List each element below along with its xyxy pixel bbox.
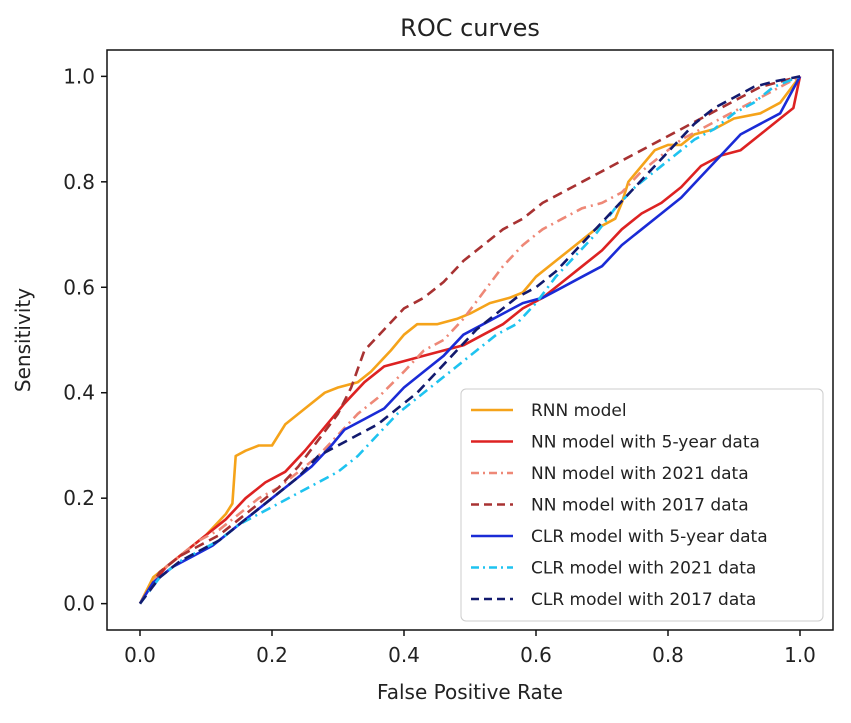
legend-box bbox=[460, 388, 824, 622]
y-tick-label: 1.0 bbox=[63, 64, 95, 88]
series-line-3 bbox=[138, 75, 801, 605]
series-line-2 bbox=[138, 75, 801, 605]
legend-label-3: NN model with 2017 data bbox=[531, 496, 749, 516]
x-tick-label: 0.6 bbox=[520, 643, 552, 667]
x-tick-label: 0.4 bbox=[388, 643, 420, 667]
x-tick-label: 1.0 bbox=[784, 643, 816, 667]
legend-label-0: RNN model bbox=[531, 401, 627, 421]
y-axis: 0.0 0.2 0.4 0.6 0.8 1.0 bbox=[63, 64, 107, 616]
series-line-5 bbox=[138, 75, 801, 605]
y-tick-label: 0.6 bbox=[63, 275, 95, 299]
y-tick-label: 0.0 bbox=[63, 592, 95, 616]
chart-title: ROC curves bbox=[400, 14, 540, 42]
x-tick-label: 0.2 bbox=[256, 643, 288, 667]
plot-frame bbox=[106, 49, 834, 631]
legend-label-5: CLR model with 2021 data bbox=[531, 559, 756, 579]
y-axis-label: Sensitivity bbox=[11, 288, 35, 392]
plot-lines bbox=[138, 75, 802, 605]
x-tick-label: 0.0 bbox=[124, 643, 156, 667]
y-tick-label: 0.4 bbox=[63, 381, 95, 405]
x-axis-label: False Positive Rate bbox=[377, 680, 563, 704]
x-tick-label: 0.8 bbox=[652, 643, 684, 667]
legend-label-2: NN model with 2021 data bbox=[531, 464, 749, 484]
series-line-0 bbox=[138, 75, 802, 605]
y-tick-label: 0.2 bbox=[63, 486, 95, 510]
legend: RNN model NN model with 5-year data NN mod… bbox=[460, 388, 824, 622]
series-line-6 bbox=[138, 75, 801, 605]
legend-label-6: CLR model with 2017 data bbox=[531, 590, 756, 610]
legend-label-4: CLR model with 5-year data bbox=[531, 527, 768, 547]
legend-label-1: NN model with 5-year data bbox=[531, 433, 760, 453]
y-tick-label: 0.8 bbox=[63, 170, 95, 194]
x-axis: 0.0 0.2 0.4 0.6 0.8 1.0 bbox=[124, 630, 816, 667]
